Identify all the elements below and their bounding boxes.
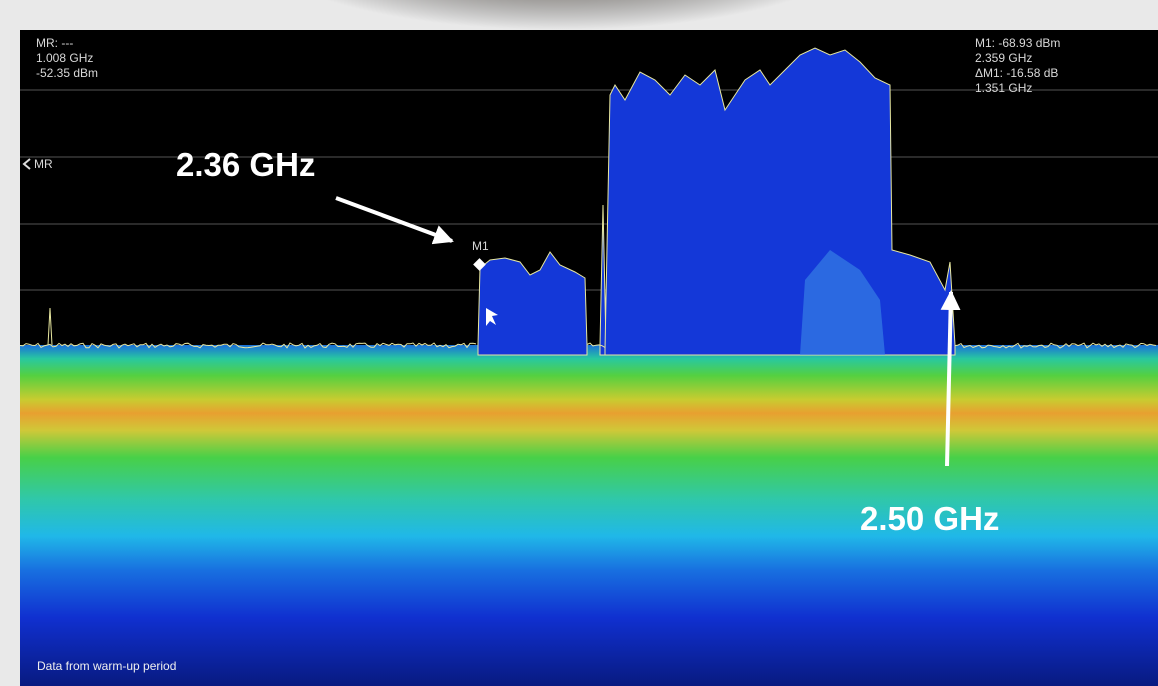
m1-marker-label: M1 [472,239,489,253]
readout-line: M1: -68.93 dBm [975,36,1060,50]
readout-line: MR: --- [36,36,73,50]
readout-line: ΔM1: -16.58 dB [975,66,1058,80]
annotation: 2.36 GHz [176,146,315,183]
readout-line: 1.008 GHz [36,51,93,65]
readout-line: -52.35 dBm [36,66,98,80]
mr-marker-label: MR [34,157,53,171]
analyzer-screen: MR: --- 1.008 GHz -52.35 dBm M1: -68.93 … [0,0,1158,686]
footer-note: Data from warm-up period [37,659,176,673]
page: {"readouts": {"mr": ["MR: ---", "1.008 G… [0,0,1158,686]
annotation: 2.50 GHz [860,500,999,537]
readout-line: 1.351 GHz [975,81,1032,95]
readout-line: 2.359 GHz [975,51,1032,65]
